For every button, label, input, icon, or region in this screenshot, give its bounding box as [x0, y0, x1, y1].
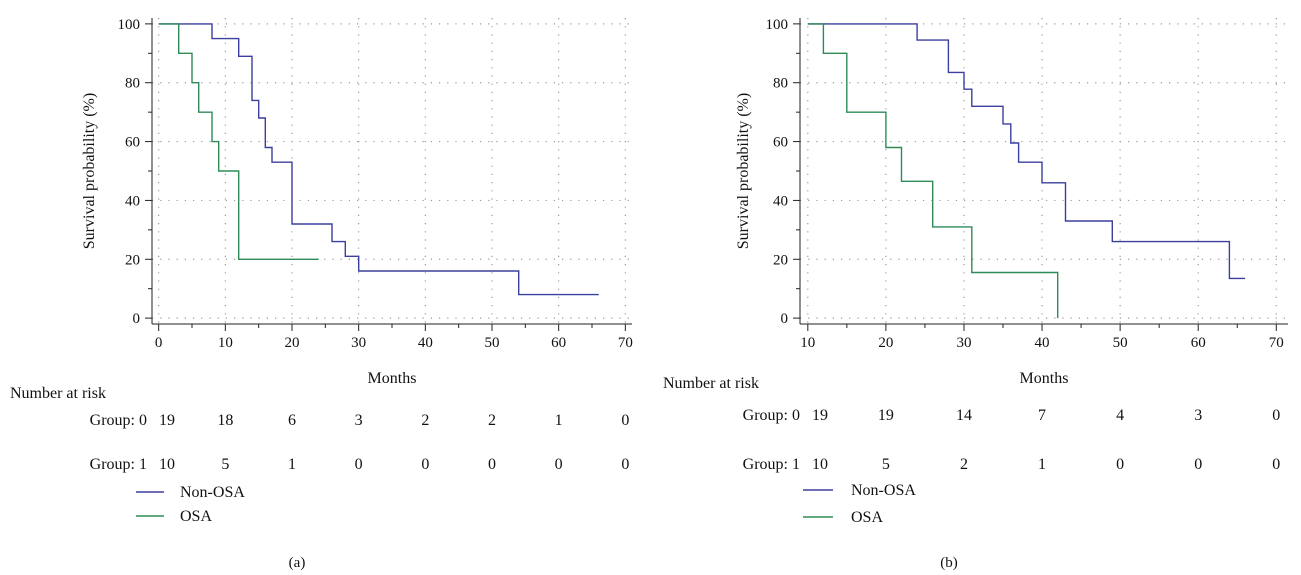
risk-row-label: Group: 1: [90, 456, 147, 473]
y-tick-label: 0: [133, 311, 141, 327]
x-tick-label: 40: [418, 335, 433, 351]
risk-value: 18: [217, 412, 233, 429]
y-tick-label: 80: [125, 76, 140, 92]
risk-value: 2: [421, 412, 429, 429]
risk-value: 6: [288, 412, 296, 429]
x-axis-label: Months: [1020, 370, 1069, 387]
risk-value: 2: [488, 412, 496, 429]
risk-row-label: Group: 0: [743, 407, 800, 424]
legend-label-non-osa: Non-OSA: [180, 484, 245, 501]
x-tick-label: 50: [1113, 335, 1128, 351]
risk-table-title: Number at risk: [10, 385, 106, 402]
risk-value: 10: [159, 456, 175, 473]
y-tick-label: 60: [773, 135, 788, 151]
y-tick-label: 0: [781, 311, 789, 327]
risk-value: 19: [159, 412, 175, 429]
y-tick-label: 20: [773, 252, 788, 268]
risk-value: 4: [1116, 407, 1124, 424]
risk-table-title: Number at risk: [663, 375, 759, 392]
legend-label-osa: OSA: [851, 509, 883, 526]
panel-label: (b): [940, 555, 958, 571]
x-tick-label: 30: [956, 335, 971, 351]
risk-value: 5: [221, 456, 229, 473]
series-line-osa: [158, 23, 319, 260]
risk-value: 0: [421, 456, 429, 473]
risk-value: 3: [355, 412, 363, 429]
y-tick-label: 100: [766, 17, 789, 33]
legend-label-non-osa: Non-OSA: [851, 482, 916, 499]
risk-value: 2: [960, 456, 968, 473]
x-tick-label: 10: [800, 335, 815, 351]
risk-value: 19: [812, 407, 828, 424]
y-tick-label: 40: [773, 193, 788, 209]
x-tick-label: 70: [618, 335, 633, 351]
y-tick-label: 60: [125, 135, 140, 151]
risk-value: 5: [882, 456, 890, 473]
x-tick-label: 10: [218, 335, 233, 351]
y-tick-label: 40: [125, 193, 140, 209]
risk-value: 0: [555, 456, 563, 473]
x-axis-label: Months: [368, 370, 417, 387]
risk-value: 0: [1272, 407, 1280, 424]
y-tick-label: 20: [125, 252, 140, 268]
legend-label-osa: OSA: [180, 508, 212, 525]
x-tick-label: 60: [1191, 335, 1206, 351]
risk-value: 3: [1194, 407, 1202, 424]
y-tick-label: 80: [773, 76, 788, 92]
series-line-osa: [807, 23, 1059, 319]
y-axis-label: Survival probability (%): [81, 93, 98, 249]
risk-value: 0: [1272, 456, 1280, 473]
x-tick-label: 40: [1035, 335, 1050, 351]
x-tick-label: 20: [285, 335, 300, 351]
risk-value: 19: [878, 407, 894, 424]
series-line-non-osa: [807, 23, 1246, 280]
risk-row-label: Group: 1: [743, 456, 800, 473]
risk-value: 0: [1116, 456, 1124, 473]
risk-value: 1: [288, 456, 296, 473]
y-tick-label: 100: [118, 17, 141, 33]
y-axis-label: Survival probability (%): [735, 93, 752, 249]
risk-value: 1: [1038, 456, 1046, 473]
x-tick-label: 70: [1269, 335, 1284, 351]
risk-value: 0: [355, 456, 363, 473]
x-tick-label: 50: [485, 335, 500, 351]
risk-row-label: Group: 0: [90, 412, 147, 429]
x-tick-label: 0: [155, 335, 163, 351]
grid: [800, 18, 1288, 324]
risk-value: 10: [812, 456, 828, 473]
risk-value: 14: [956, 407, 972, 424]
grid: [152, 18, 632, 324]
panel-label: (a): [289, 555, 306, 571]
x-tick-label: 60: [551, 335, 566, 351]
risk-value: 7: [1038, 407, 1046, 424]
risk-value: 0: [488, 456, 496, 473]
risk-value: 1: [555, 412, 563, 429]
x-tick-label: 30: [351, 335, 366, 351]
series-line-non-osa: [158, 23, 599, 296]
risk-value: 0: [621, 412, 629, 429]
risk-value: 0: [621, 456, 629, 473]
risk-value: 0: [1194, 456, 1202, 473]
x-tick-label: 20: [878, 335, 893, 351]
